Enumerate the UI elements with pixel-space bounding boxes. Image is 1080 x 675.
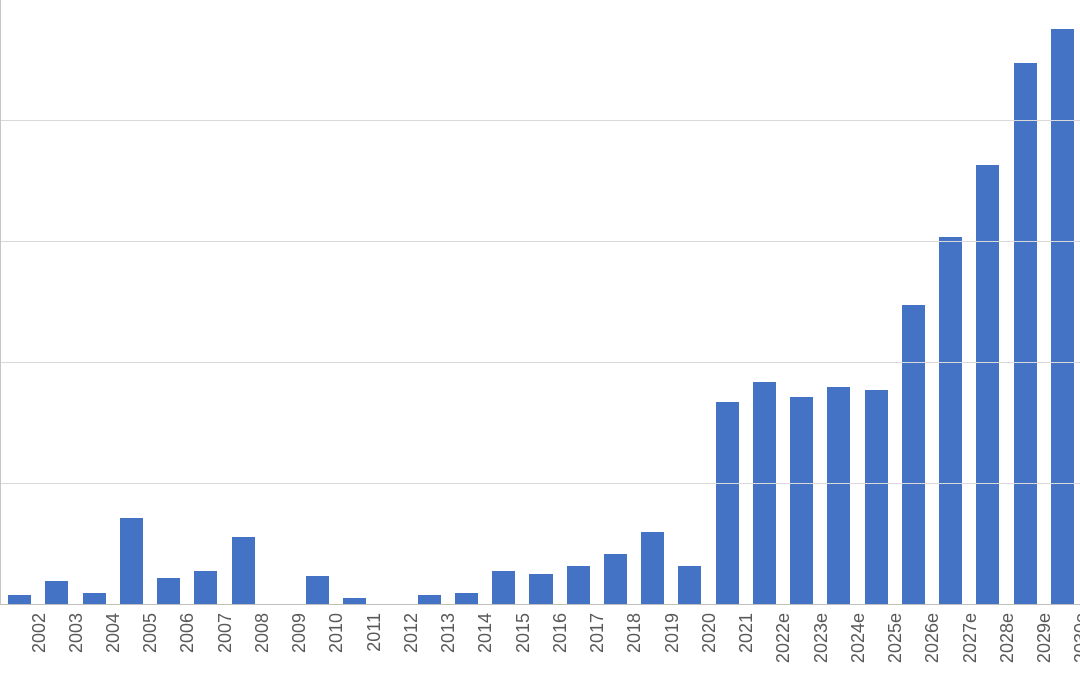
x-axis-label: 2012 [401,613,422,653]
x-axis-label: 2016 [550,613,571,653]
x-axis-label: 2022e [773,613,794,663]
bar [492,571,515,605]
bar [529,574,552,605]
x-axis-label: 2006 [177,613,198,653]
bar [827,387,850,605]
bar [678,566,701,605]
bar [753,382,776,605]
bar [976,165,999,605]
x-axis-label: 2027e [960,613,981,663]
x-axis-label: 2018 [624,613,645,653]
x-axis-label: 2008 [252,613,273,653]
bar [120,518,143,605]
x-axis-label: 2002 [29,613,50,653]
gridline [1,120,1080,121]
x-axis-labels: 2002 2003 2004 2005 2006 2007 2008 2009 2010 2011… [0,613,1080,675]
x-axis-label: 2015 [513,613,534,653]
plot-area [0,0,1080,605]
bar [939,237,962,605]
x-axis-label: 2007 [215,613,236,653]
x-axis-label: 2030e [1071,613,1080,663]
x-axis-label: 2026e [922,613,943,663]
bar [567,566,590,605]
bar [902,305,925,605]
gridline [1,241,1080,242]
x-axis-label: 2013 [438,613,459,653]
bar [232,537,255,605]
x-axis-label: 2009 [289,613,310,653]
bar-chart: 2002 2003 2004 2005 2006 2007 2008 2009 2010 2011… [0,0,1080,675]
bar [790,397,813,605]
bars-container [1,0,1080,605]
x-axis-label: 2005 [140,613,161,653]
x-axis-label: 2024e [848,613,869,663]
bar [306,576,329,605]
bar [716,402,739,605]
x-axis-label: 2019 [662,613,683,653]
bar [604,554,627,605]
gridline [1,483,1080,484]
bar [865,390,888,605]
x-axis-label: 2029e [1034,613,1055,663]
x-axis-label: 2020 [699,613,720,653]
bar [157,578,180,605]
bar [45,581,68,605]
bar [641,532,664,605]
x-axis-label: 2004 [103,613,124,653]
x-axis-label: 2028e [997,613,1018,663]
bar [194,571,217,605]
x-axis-label: 2011 [364,613,385,652]
bar [1051,29,1074,605]
x-axis-label: 2017 [587,613,608,653]
bar [1014,63,1037,605]
x-axis-label: 2010 [326,613,347,653]
gridline [1,362,1080,363]
x-axis-label: 2003 [66,613,87,653]
x-axis-label: 2023e [811,613,832,663]
x-axis-label: 2021 [736,613,757,653]
x-axis-label: 2014 [475,613,496,653]
x-axis-label: 2025e [885,613,906,663]
x-axis-line [1,604,1080,605]
